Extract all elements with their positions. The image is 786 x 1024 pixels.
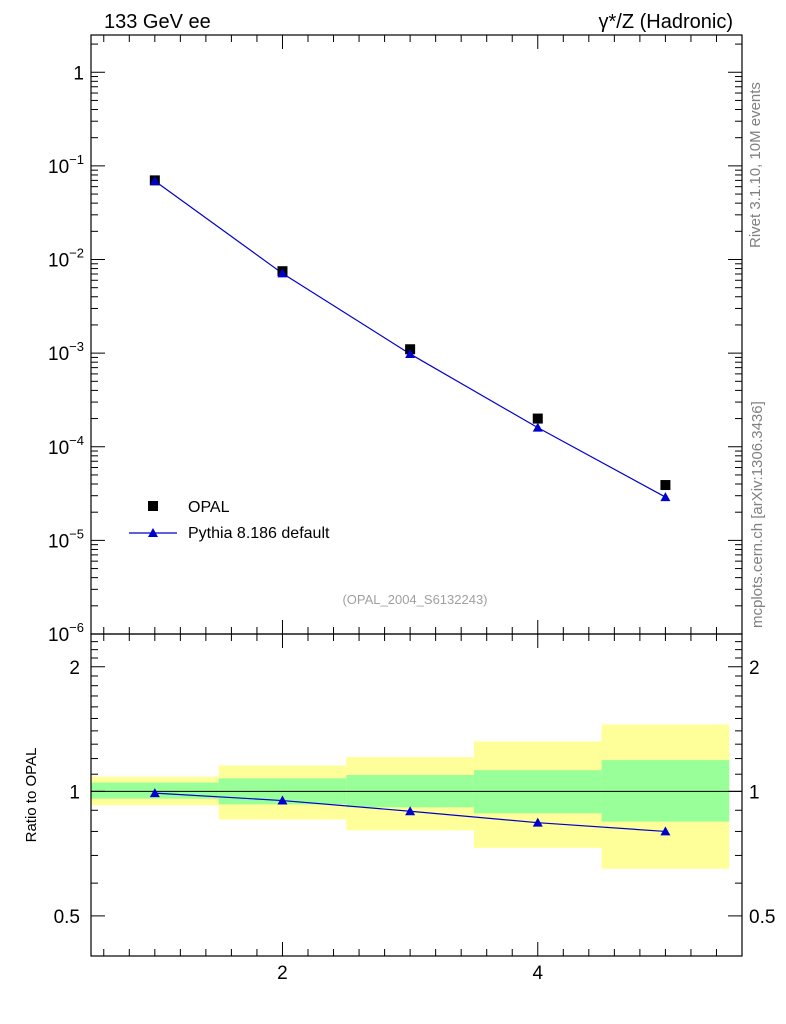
ratio-point-pythia [277,795,288,805]
data-point-opal [532,413,543,424]
data-point-opal [660,480,671,491]
ratio-point-pythia [149,788,160,798]
ratio-uncertainty-bands [91,724,730,869]
analysis-label: (OPAL_2004_S6132243) [342,592,487,607]
x-tick-label: 4 [532,963,543,984]
mc-point-pythia [660,492,671,502]
ratio-y-tick-label: 0.5 [54,907,80,928]
mc-series-line [154,180,666,498]
ratio-y-tick-label-right: 1 [749,782,760,803]
mc-points [149,175,671,502]
main-y-tick-label: 10−6 [48,620,84,646]
ratio-frame [90,633,743,957]
mc-point-pythia [532,422,543,432]
main-frame [90,34,743,635]
ratio-y-tick-label-right: 0.5 [749,907,775,928]
plot-title-right: γ*/Z (Hadronic) [599,11,733,33]
main-y-tick-label: 1 [73,63,84,84]
main-panel: 10−6 10−5 10−4 10−3 10−2 10−1 1 (OPAL_2004_S61… [48,34,743,646]
mc-point-pythia [149,175,160,185]
mc-point-pythia [277,268,288,278]
main-y-tick-label: 10−3 [48,339,84,365]
main-y-tick-label: 10−5 [48,526,84,552]
mcplots-label: mcplots.cern.ch [arXiv:1306.3436] [749,401,766,628]
ratio-point-pythia [660,826,671,836]
rivet-version-label: Rivet 3.1.10, 10M events [747,82,764,248]
ratio-y-axis-label: Ratio to OPAL [23,748,40,843]
main-y-tick-label: 10−2 [48,246,84,272]
legend: OPAL Pythia 8.186 default [129,499,330,542]
main-y-tick-labels: 10−6 10−5 10−4 10−3 10−2 10−1 1 [48,63,84,646]
ratio-y-tick-labels: 0.5 1 2 [54,658,80,928]
ratio-y-tick-label-right: 2 [749,658,760,679]
ratio-y-tick-label: 2 [69,658,80,679]
main-y-tick-label: 10−1 [48,152,84,178]
ratio-point-pythia [532,817,543,827]
legend-label-pythia: Pythia 8.186 default [188,525,330,542]
plot-title-left: 133 GeV ee [104,11,211,33]
legend-marker-pythia [148,528,158,537]
ratio-point-pythia [405,806,416,816]
legend-label-opal: OPAL [188,499,230,516]
x-tick-label: 2 [277,963,288,984]
legend-marker-opal [148,501,158,511]
ratio-y-tick-label: 1 [69,782,80,803]
main-axis-ticks [91,35,742,635]
data-points [149,175,671,491]
ratio-axis-ticks [91,634,742,956]
ratio-points [149,788,671,836]
ratio-y-tick-labels-right: 0.5 1 2 [749,658,775,928]
mc-point-pythia [405,348,416,358]
main-y-tick-label: 10−4 [48,433,84,459]
